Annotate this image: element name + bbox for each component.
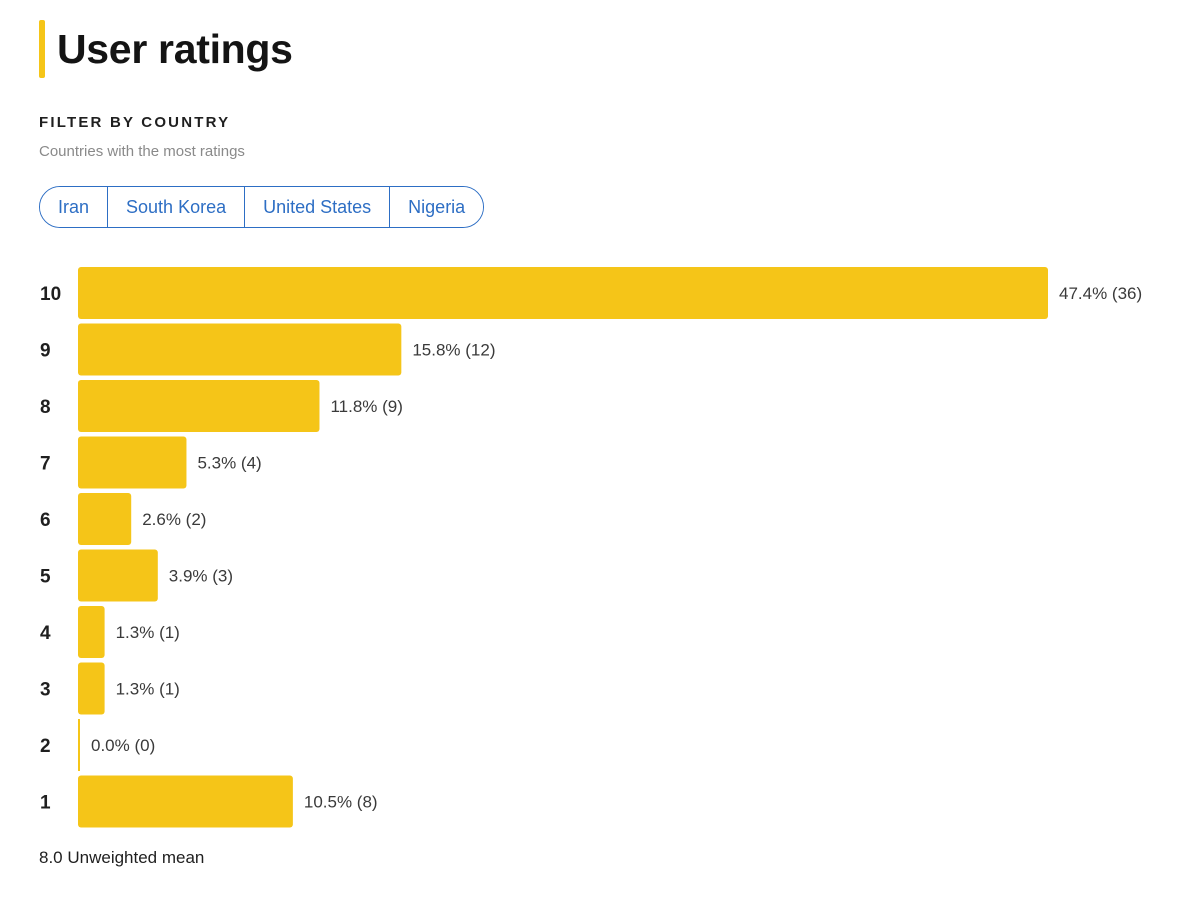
- filter-subtitle: Countries with the most ratings: [39, 143, 245, 160]
- country-chip-iran[interactable]: Iran: [40, 187, 109, 227]
- rating-label-7: 7: [40, 454, 51, 475]
- page-title: User ratings: [57, 25, 293, 72]
- value-label-6: 2.6% (2): [142, 510, 206, 529]
- rating-label-4: 4: [40, 623, 51, 644]
- bar-rating-2[interactable]: [78, 719, 80, 771]
- rating-label-5: 5: [40, 567, 51, 588]
- rating-label-1: 1: [40, 793, 51, 814]
- filter-heading: FILTER BY COUNTRY: [39, 114, 231, 131]
- bar-rating-5[interactable]: [78, 549, 158, 602]
- country-filter-group: Iran South Korea United States Nigeria: [39, 186, 485, 228]
- country-chip-united-states[interactable]: United States: [245, 187, 391, 227]
- unweighted-mean: 8.0 Unweighted mean: [39, 848, 205, 867]
- country-chip-nigeria[interactable]: Nigeria: [390, 187, 484, 227]
- bar-rating-3[interactable]: [78, 662, 105, 715]
- bar-rating-4[interactable]: [78, 606, 105, 658]
- bar-rating-1[interactable]: [78, 775, 293, 828]
- value-label-2: 0.0% (0): [91, 736, 155, 755]
- rating-label-6: 6: [40, 510, 51, 531]
- value-label-9: 15.8% (12): [412, 341, 495, 360]
- value-label-4: 1.3% (1): [116, 623, 180, 642]
- rating-label-3: 3: [40, 680, 51, 701]
- bar-rating-9[interactable]: [78, 323, 402, 376]
- rating-label-10: 10: [40, 284, 61, 305]
- value-label-10: 47.4% (36): [1059, 284, 1142, 303]
- value-label-1: 10.5% (8): [304, 793, 378, 812]
- title-accent-bar: [39, 20, 45, 78]
- country-chip-south-korea[interactable]: South Korea: [108, 187, 246, 227]
- bar-rating-8[interactable]: [78, 380, 320, 432]
- page-header: User ratings: [39, 20, 293, 78]
- rating-label-2: 2: [40, 736, 51, 757]
- rating-label-8: 8: [40, 397, 51, 418]
- rating-label-9: 9: [40, 341, 51, 362]
- bar-rating-10[interactable]: [78, 267, 1048, 319]
- value-label-3: 1.3% (1): [116, 680, 180, 699]
- bar-rating-6[interactable]: [78, 493, 132, 545]
- bar-rating-7[interactable]: [78, 436, 187, 489]
- value-label-7: 5.3% (4): [197, 454, 261, 473]
- value-label-8: 11.8% (9): [330, 397, 402, 416]
- value-label-5: 3.9% (3): [169, 567, 233, 586]
